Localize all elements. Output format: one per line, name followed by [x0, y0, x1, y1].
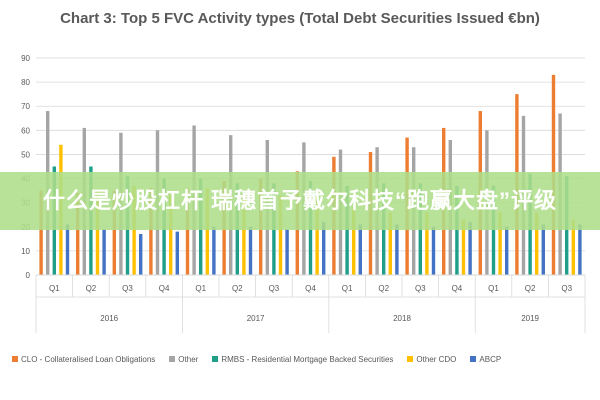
legend-item: Other CDO	[407, 355, 456, 364]
x-tick-label: Q2	[525, 284, 536, 293]
x-tick-label: Q3	[122, 284, 133, 293]
y-tick-label: 70	[21, 102, 30, 111]
bar	[322, 221, 326, 275]
bar	[248, 226, 253, 275]
x-tick-label: Q1	[195, 284, 206, 293]
chart-legend: CLO - Collateralised Loan Obligations Oth…	[12, 352, 592, 366]
bar	[112, 190, 116, 275]
bar	[149, 188, 153, 275]
bar	[535, 212, 539, 275]
legend-label: Other	[178, 354, 199, 364]
bar	[425, 212, 429, 275]
bar	[345, 185, 349, 275]
legend-label: CLO - Collateralised Loan Obligations	[21, 354, 156, 364]
legend-item: ABCP	[470, 355, 501, 364]
bar	[205, 188, 209, 275]
bar	[242, 195, 246, 275]
bar	[352, 207, 356, 275]
chart-title: Chart 3: Top 5 FVC Activity types (Total…	[60, 10, 540, 27]
bar	[65, 224, 70, 275]
x-tick-label: Q2	[232, 284, 243, 293]
bar	[571, 219, 575, 275]
y-tick-label: 90	[21, 54, 30, 63]
year-label: 2017	[247, 314, 265, 323]
legend-item: RMBS - Residential Mortgage Backed Secur…	[212, 355, 393, 364]
x-tick-label: Q3	[561, 284, 572, 293]
legend-swatch	[212, 356, 219, 362]
bar	[388, 212, 392, 275]
x-tick-label: Q2	[378, 284, 389, 293]
bar	[76, 193, 80, 275]
bar	[491, 185, 496, 275]
year-label: 2019	[521, 314, 539, 323]
y-tick-label: 80	[21, 78, 30, 87]
year-label: 2018	[393, 314, 411, 323]
y-tick-label: 0	[26, 271, 31, 280]
bar	[498, 212, 502, 275]
bar	[285, 229, 289, 275]
year-label: 2016	[100, 314, 118, 323]
legend-item: Other	[169, 355, 198, 364]
legend-swatch	[407, 356, 414, 362]
bar	[185, 188, 190, 275]
bar	[278, 195, 283, 275]
bar	[541, 224, 545, 275]
legend-swatch	[12, 356, 18, 362]
x-tick-label: Q4	[159, 284, 170, 293]
legend-swatch	[470, 356, 477, 362]
bar	[169, 190, 173, 275]
legend-label: RMBS - Residential Mortgage Backed Secur…	[221, 354, 394, 364]
x-tick-label: Q4	[452, 284, 463, 293]
bar	[132, 185, 136, 275]
x-tick-label: Q3	[269, 284, 280, 293]
y-tick-label: 50	[21, 150, 30, 159]
legend-label: ABCP	[479, 354, 502, 364]
legend-swatch	[169, 356, 176, 362]
y-tick-label: 60	[21, 126, 30, 135]
bar	[461, 219, 466, 275]
bar	[139, 234, 143, 275]
bar	[431, 226, 436, 275]
y-tick-label: 10	[21, 247, 30, 256]
bar	[315, 195, 319, 275]
watermark-banner: 什么是炒股杠杆 瑞穗首予戴尔科技“跑赢大盘”评级	[0, 172, 600, 230]
bar	[505, 226, 509, 275]
x-tick-label: Q4	[305, 284, 316, 293]
bar	[212, 226, 216, 275]
bar	[455, 185, 459, 275]
x-tick-label: Q3	[415, 284, 426, 293]
bar	[578, 224, 582, 275]
legend-label: Other CDO	[416, 354, 457, 364]
bar	[95, 190, 100, 275]
bar	[358, 224, 362, 275]
x-tick-label: Q1	[49, 284, 60, 293]
bar	[468, 221, 472, 275]
bar	[175, 231, 179, 275]
x-tick-label: Q2	[86, 284, 97, 293]
legend-item: CLO - Collateralised Loan Obligations	[12, 355, 155, 364]
x-tick-label: Q1	[488, 284, 499, 293]
bar	[395, 224, 399, 275]
x-tick-label: Q1	[342, 284, 353, 293]
bar	[39, 190, 43, 275]
bar	[102, 229, 106, 275]
